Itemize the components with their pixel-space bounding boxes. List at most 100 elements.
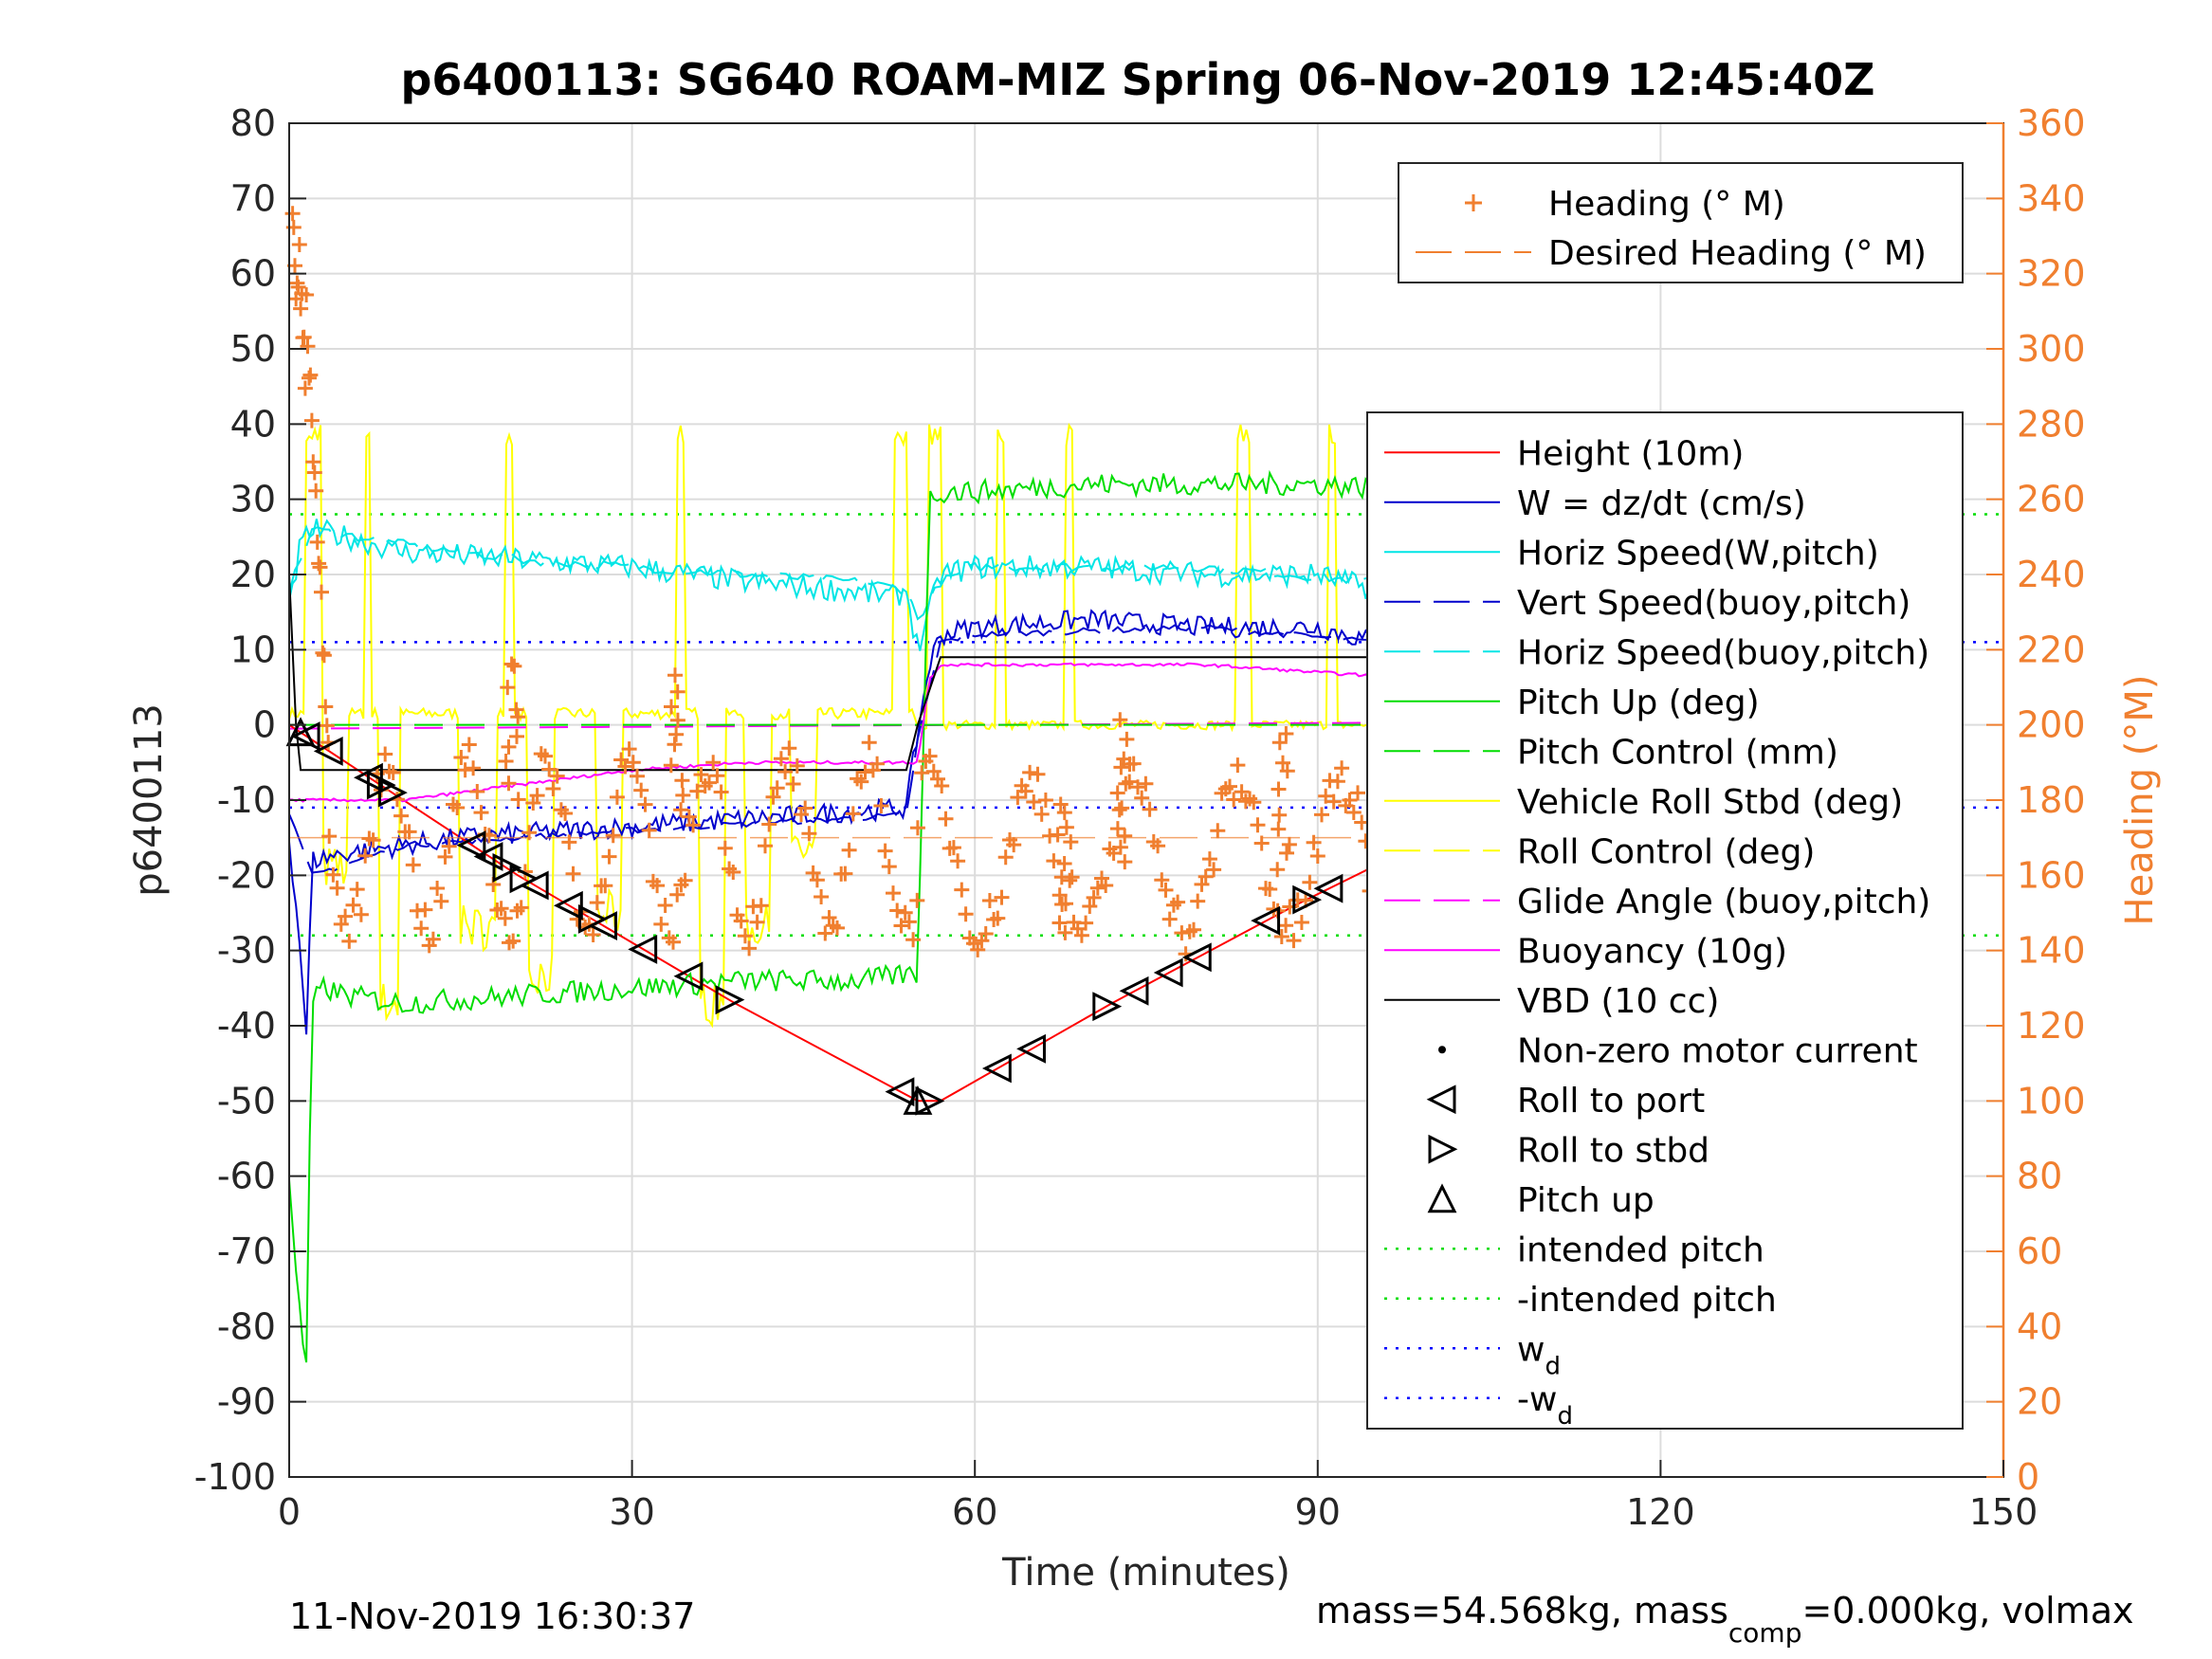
legend-label-roll-to-port: Roll to port [1517,1082,1705,1121]
heading-point [501,738,517,755]
heading-point [473,805,489,821]
heading-point [466,760,482,776]
heading-point [1197,868,1214,884]
heading-point [1078,915,1094,931]
legend-label-pitch-up: Pitch up [1517,1181,1654,1220]
event-marker-left [1251,905,1281,936]
y2-tick-label: 340 [2017,177,2086,219]
heading-point [290,279,306,295]
heading-point [958,906,974,922]
y2-tick-label: 360 [2017,102,2086,144]
heading-point [541,761,558,777]
heading-point [686,817,702,833]
heading-point [666,934,681,950]
heading-point [1334,760,1350,776]
heading-point [497,910,513,926]
heading-point [753,898,769,914]
heading-point [713,784,729,800]
footer-mass-info: mass=54.568kg, masscomp=0.000kg, volmax [1316,1590,2133,1649]
heading-point [441,838,457,854]
heading-point [303,412,320,428]
heading-point [1234,784,1250,800]
legend-label-wd: wd [1517,1330,1561,1380]
heading-point [365,832,381,848]
heading-point [1194,876,1210,892]
legend-label-roll-to-stbd: Roll to stbd [1517,1131,1709,1170]
heading-point [1006,837,1022,853]
heading-point [789,757,805,774]
legend-label-text: Roll to stbd [1517,1131,1709,1170]
heading-point [769,780,785,796]
heading-point [877,843,893,859]
heading-point [501,775,517,792]
heading-point [657,898,673,913]
heading-point [761,816,777,832]
heading-point [773,751,789,767]
series-glide-angle [288,720,1684,730]
heading-point [500,680,516,696]
legend-label-glide-angle-buoy-pitch: Glide Angle (buoy,pitch) [1517,883,1930,921]
x-tick-label: 30 [609,1491,654,1533]
heading-point [693,767,709,783]
legend-label-intended-pitch: -intended pitch [1517,1281,1777,1320]
legend-label-text: Roll to port [1517,1082,1705,1121]
heading-point [565,866,581,882]
heading-point [1302,874,1318,890]
heading-point [765,789,781,805]
heading-point [1098,878,1114,893]
heading-point [797,800,814,816]
legend-main: Height (10m) W = dz/dt (cm/s) Horiz Speed(… [1366,411,1964,1431]
legend-label-non-zero-motor-current: Non-zero motor current [1517,1031,1918,1070]
heading-point [1350,785,1365,801]
heading-point [493,901,509,917]
legend-label-subscript: d [1557,1402,1573,1431]
heading-point [934,778,950,793]
heading-point [425,931,441,947]
heading-point [845,806,861,822]
heading-point [1161,911,1178,927]
heading-point [1271,781,1287,797]
heading-point [1170,894,1186,910]
heading-point [509,728,524,744]
heading-point [1117,854,1133,870]
heading-point [641,822,657,838]
heading-point [401,824,417,840]
event-marker-left [1181,942,1212,973]
heading-point [881,859,897,875]
heading-point [325,866,341,883]
heading-point [637,796,653,812]
heading-point [333,916,349,932]
heading-point [1271,735,1288,751]
heading-point [314,584,329,600]
event-marker-left [313,737,343,766]
legend-label-text: Horiz Speed(buoy,pitch) [1517,633,1929,672]
legend-label-desired-heading-m: Desired Heading (° M) [1548,234,1927,273]
heading-point [1030,766,1046,782]
event-marker-right [1292,884,1323,915]
heading-point [1112,712,1128,728]
x-tick-label: 0 [278,1491,301,1533]
y2-tick-label: 140 [2017,930,2086,972]
heading-point [1309,848,1325,864]
heading-point [1113,759,1129,775]
heading-point [853,774,869,790]
heading-point [1142,801,1158,817]
legend-label-height-10m: Height (10m) [1517,434,1744,473]
heading-point [1134,790,1150,806]
heading-point [1222,778,1237,794]
heading-point [705,755,722,771]
event-marker-left [981,1053,1012,1084]
y2-tick-label: 180 [2017,779,2086,821]
y2-axis-ticks: 0 20 40 60 80 100 120 140 160 180 200 220 240 260 280 3… [1986,102,2086,1498]
heading-point [1017,783,1033,799]
heading-point [1116,751,1132,767]
legend-label-heading-m: Heading (° M) [1548,185,1785,224]
heading-point [981,893,997,908]
heading-point [733,913,749,929]
heading-point [990,910,1006,926]
y2-tick-label: 260 [2017,479,2086,520]
heading-point [801,826,817,842]
heading-point [1281,836,1297,852]
heading-point [1056,856,1072,871]
heading-point [457,762,473,778]
